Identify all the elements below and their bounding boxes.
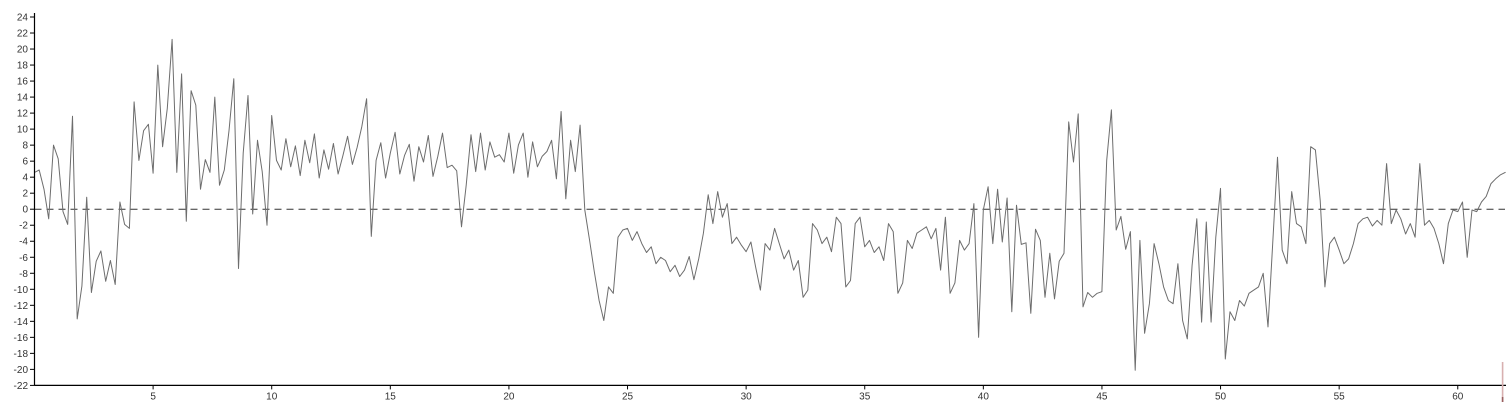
y-tick-label: -18 — [14, 349, 29, 360]
y-tick-label: 22 — [17, 29, 29, 40]
y-tick-label: -20 — [14, 365, 29, 376]
y-tick-label: -4 — [19, 237, 28, 248]
x-tick-label: 35 — [859, 392, 871, 403]
x-tick-label: 40 — [978, 392, 990, 403]
y-tick-label: -8 — [19, 269, 28, 280]
x-tick-label: 10 — [266, 392, 278, 403]
signal-polyline — [34, 38, 1506, 371]
y-tick-label: 2 — [22, 189, 28, 200]
x-tick-label: 15 — [385, 392, 397, 403]
signal-line — [34, 38, 1506, 371]
y-tick-label: 14 — [17, 93, 29, 104]
x-axis: 5 10 15 20 25 30 35 40 45 50 55 60 — [34, 384, 1506, 403]
y-tick-label: 16 — [17, 77, 29, 88]
y-tick-label: 6 — [22, 157, 28, 168]
y-tick-label: 8 — [22, 141, 28, 152]
y-tick-label: -16 — [14, 333, 29, 344]
y-tick-label: 4 — [22, 173, 28, 184]
y-tick-label: 18 — [17, 61, 29, 72]
y-tick-label: 0 — [22, 205, 28, 216]
y-tick-label: 12 — [17, 109, 29, 120]
x-tick-label: 45 — [1096, 392, 1108, 403]
y-tick-label: -6 — [19, 253, 28, 264]
y-tick-label: 24 — [17, 13, 29, 24]
y-tick-label: -22 — [14, 381, 29, 392]
x-tick-label: 25 — [622, 392, 634, 403]
y-tick-label: -14 — [14, 317, 29, 328]
y-tick-label: -10 — [14, 285, 29, 296]
y-tick-label: -2 — [19, 221, 28, 232]
x-tick-label: 5 — [150, 392, 156, 403]
y-tick-label: 20 — [17, 45, 29, 56]
y-tick-label: 10 — [17, 125, 29, 136]
y-tick-label: -12 — [14, 301, 29, 312]
x-tick-label: 60 — [1452, 392, 1464, 403]
x-tick-label: 50 — [1215, 392, 1227, 403]
y-axis: 242220181614121086420-2-4-6-8-10-12-14-1… — [14, 13, 36, 392]
x-tick-label: 30 — [741, 392, 753, 403]
x-tick-label: 20 — [503, 392, 515, 403]
x-tick-label: 55 — [1334, 392, 1346, 403]
